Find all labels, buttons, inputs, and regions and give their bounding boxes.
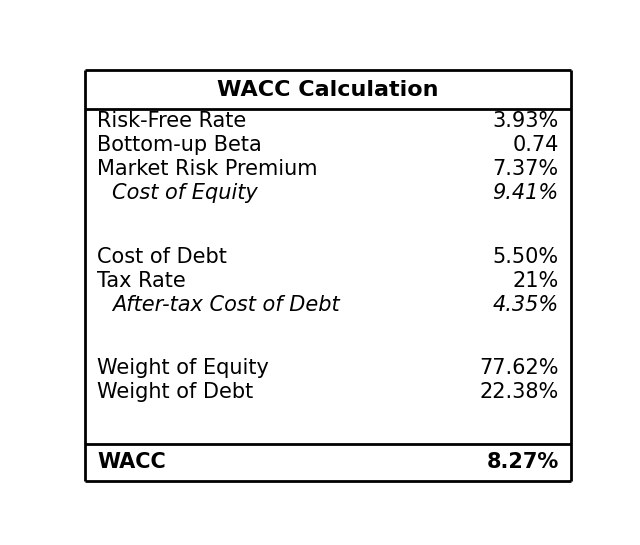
Text: Cost of Equity: Cost of Equity — [112, 183, 258, 203]
Text: 9.41%: 9.41% — [492, 183, 559, 203]
Text: Bottom-up Beta: Bottom-up Beta — [97, 135, 262, 155]
Text: Risk-Free Rate: Risk-Free Rate — [97, 111, 246, 131]
Text: 0.74: 0.74 — [512, 135, 559, 155]
Text: Weight of Debt: Weight of Debt — [97, 383, 253, 402]
Text: Cost of Debt: Cost of Debt — [97, 247, 227, 267]
Text: 7.37%: 7.37% — [493, 159, 559, 179]
Text: WACC: WACC — [97, 452, 166, 473]
Text: 21%: 21% — [513, 271, 559, 291]
Text: 5.50%: 5.50% — [493, 247, 559, 267]
Text: 3.93%: 3.93% — [492, 111, 559, 131]
Text: 22.38%: 22.38% — [479, 383, 559, 402]
Text: Weight of Equity: Weight of Equity — [97, 359, 269, 378]
Text: Tax Rate: Tax Rate — [97, 271, 186, 291]
Text: 77.62%: 77.62% — [479, 359, 559, 378]
Text: Market Risk Premium: Market Risk Premium — [97, 159, 318, 179]
Text: 8.27%: 8.27% — [486, 452, 559, 473]
Text: 4.35%: 4.35% — [492, 295, 559, 315]
Text: WACC Calculation: WACC Calculation — [217, 80, 439, 100]
Text: After-tax Cost of Debt: After-tax Cost of Debt — [112, 295, 340, 315]
